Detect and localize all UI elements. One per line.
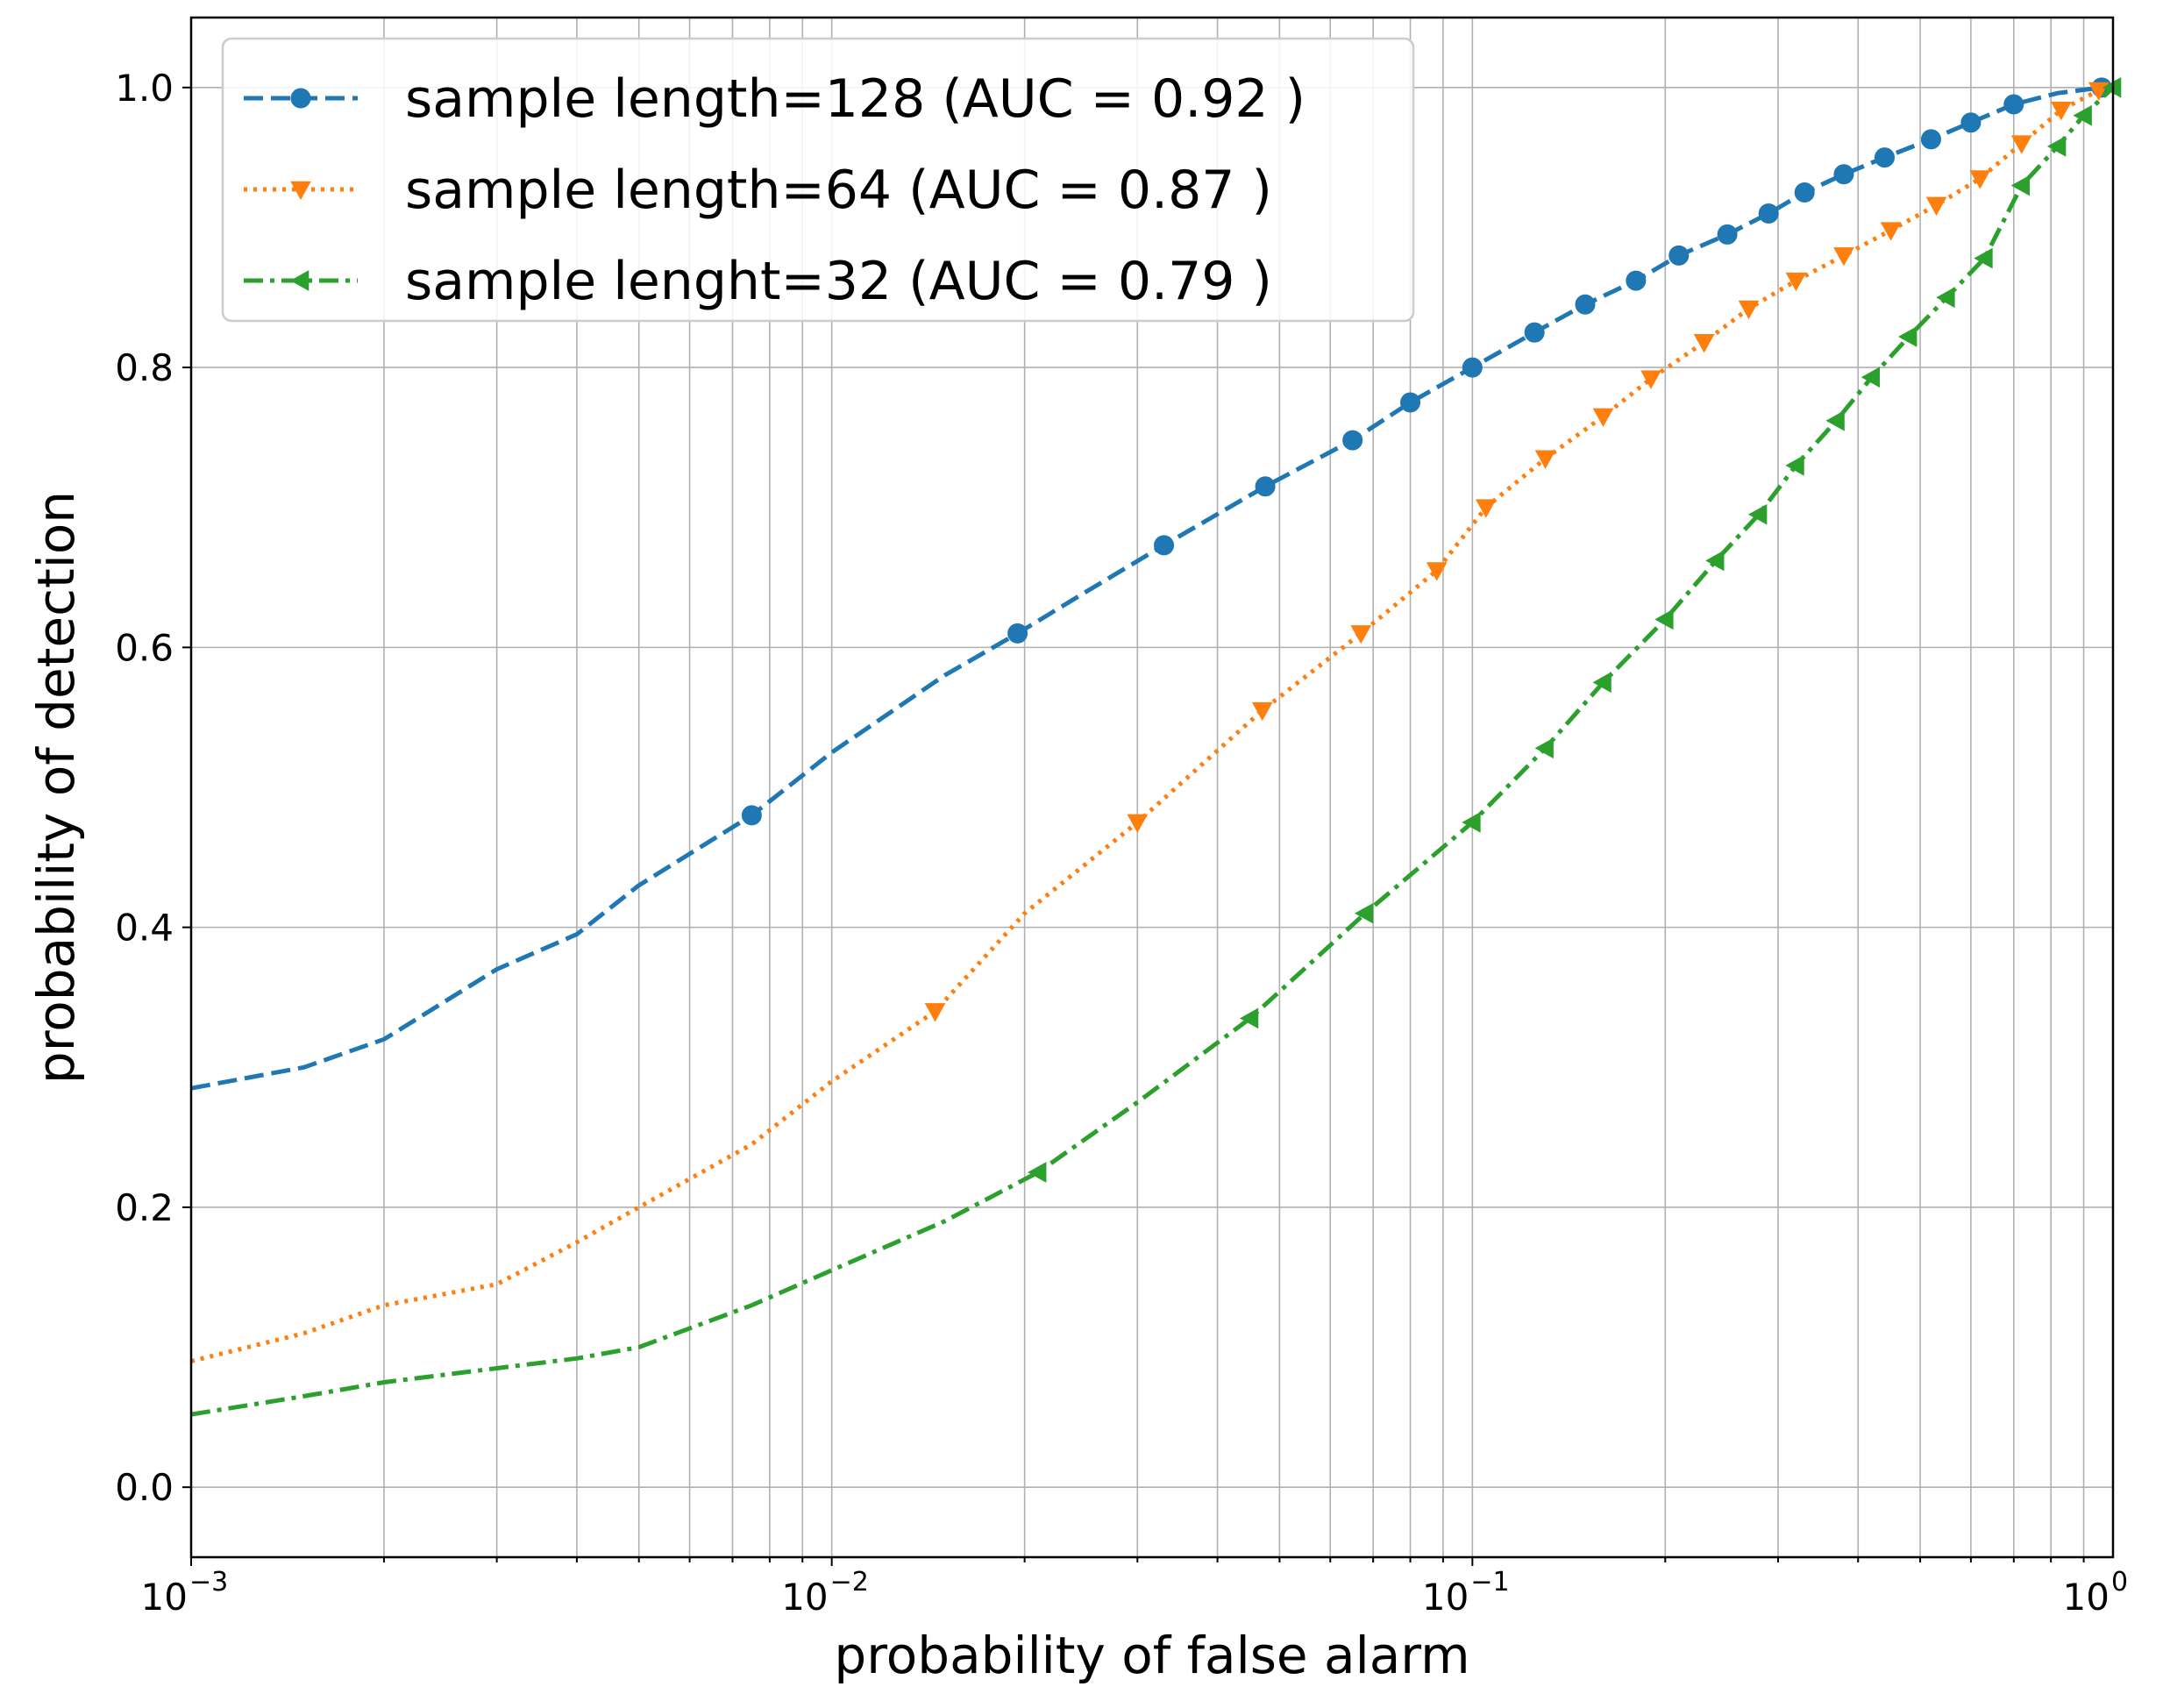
series-1-point xyxy=(1794,182,1815,203)
x-tick-base: 10 xyxy=(2063,1576,2110,1619)
series-2 xyxy=(190,82,2114,1363)
series-3-point xyxy=(1654,608,1674,630)
series-2-point xyxy=(2051,102,2072,121)
series-1-point xyxy=(1400,392,1421,413)
y-tick-label: 0.2 xyxy=(115,1186,174,1229)
series-1-point xyxy=(2003,94,2024,115)
series-3-point xyxy=(1028,1162,1047,1183)
series-3-point xyxy=(1974,247,1993,269)
series-1-point xyxy=(1626,270,1647,291)
series-1-point xyxy=(1960,112,1981,133)
x-tick-label: 10 −1 xyxy=(1422,1567,1510,1619)
series-1-point xyxy=(1524,322,1545,343)
series-1-point xyxy=(1717,224,1738,245)
series-2-point xyxy=(1592,408,1614,427)
legend: sample length=128 (AUC = 0.92 ) sample le… xyxy=(221,37,1415,323)
x-tick-base: 10 xyxy=(781,1576,828,1619)
series-2-point xyxy=(1251,701,1273,722)
series-2-point xyxy=(1880,222,1902,241)
legend-box xyxy=(221,37,1415,323)
series-3-point xyxy=(1534,737,1554,759)
x-tick-base: 10 xyxy=(141,1576,188,1619)
x-tick-exponent: −3 xyxy=(189,1567,228,1598)
series-2-point xyxy=(1127,814,1149,833)
series-3-point xyxy=(1705,550,1725,572)
x-tick-label: 10 0 xyxy=(2063,1567,2129,1619)
x-tick-base: 10 xyxy=(1422,1576,1469,1619)
x-tick-exponent: −1 xyxy=(1470,1567,1509,1598)
series-2-point xyxy=(1738,300,1760,320)
series-3 xyxy=(190,76,2122,1417)
series-3-point xyxy=(1861,367,1881,388)
axis-ticks: 0.00.20.40.60.81.010 −3 10 −2 10 −1 10 0 xyxy=(115,67,2128,1619)
series-3-point xyxy=(1354,902,1374,924)
series-2-point xyxy=(2010,135,2032,154)
series-1-point xyxy=(1758,203,1779,224)
series-group xyxy=(190,76,2122,1417)
legend-label-2: sample length=64 (AUC = 0.87 ) xyxy=(405,160,1272,221)
y-axis-label: probability of detection xyxy=(26,491,86,1084)
series-2-point xyxy=(1640,370,1661,389)
legend-marker-3 xyxy=(289,270,309,291)
series-3-point xyxy=(1936,287,1955,309)
x-tick-label: 10 −3 xyxy=(141,1567,229,1619)
series-1-point xyxy=(1007,623,1028,644)
series-2-point xyxy=(1969,170,1991,189)
series-2-point xyxy=(1475,499,1497,518)
legend-entries: sample length=128 (AUC = 0.92 ) sample le… xyxy=(244,68,1306,312)
series-2-point xyxy=(924,1003,946,1022)
series-3-point xyxy=(1825,409,1845,431)
series-1-point xyxy=(741,805,762,826)
series-1-point xyxy=(1255,476,1276,497)
x-tick-exponent: 0 xyxy=(2111,1567,2128,1598)
series-3-point xyxy=(2046,136,2067,157)
legend-entry-3: sample lenght=32 (AUC = 0.79 ) xyxy=(244,251,1272,312)
plot-frame xyxy=(189,16,2115,1559)
y-tick-label: 0.4 xyxy=(115,907,174,950)
series-2-point xyxy=(1833,247,1854,267)
series-2-point xyxy=(1350,625,1372,644)
y-tick-label: 1.0 xyxy=(115,67,174,110)
series-2-point xyxy=(1925,196,1947,216)
series-1-point xyxy=(1668,245,1690,266)
series-1-point xyxy=(1920,129,1941,150)
legend-marker-2 xyxy=(290,181,311,201)
y-tick-label: 0.6 xyxy=(115,626,174,669)
series-3-point xyxy=(1462,812,1481,833)
series-1 xyxy=(190,77,2113,1091)
x-tick-label: 10 −2 xyxy=(781,1567,869,1619)
x-tick-exponent: −2 xyxy=(830,1567,869,1598)
y-tick-label: 0.8 xyxy=(115,346,174,389)
series-1-point xyxy=(1874,147,1895,168)
series-3-point xyxy=(1239,1007,1259,1029)
series-3-point xyxy=(2010,174,2031,196)
series-1-point xyxy=(1833,164,1854,185)
series-2-point xyxy=(1534,450,1556,469)
legend-label-1: sample length=128 (AUC = 0.92 ) xyxy=(405,68,1306,130)
legend-label-3: sample lenght=32 (AUC = 0.79 ) xyxy=(405,251,1272,312)
series-3-point xyxy=(2073,104,2092,126)
series-3-point xyxy=(1748,503,1768,525)
series-2-point xyxy=(1785,272,1807,292)
series-2-point xyxy=(1426,562,1448,581)
series-1-point xyxy=(1575,294,1596,315)
series-1-point xyxy=(1462,357,1483,378)
series-1-point xyxy=(1342,430,1363,451)
y-tick-label: 0.0 xyxy=(115,1466,174,1509)
x-axis-label: probability of false alarm xyxy=(834,1626,1469,1685)
legend-entry-1: sample length=128 (AUC = 0.92 ) xyxy=(244,68,1306,130)
legend-entry-2: sample length=64 (AUC = 0.87 ) xyxy=(244,160,1272,221)
legend-marker-1 xyxy=(290,88,311,109)
series-1-point xyxy=(1154,535,1175,556)
series-3-point xyxy=(1592,672,1611,694)
series-3-point xyxy=(1898,326,1917,347)
series-3-point xyxy=(1785,454,1804,476)
series-2-point xyxy=(1693,334,1715,353)
